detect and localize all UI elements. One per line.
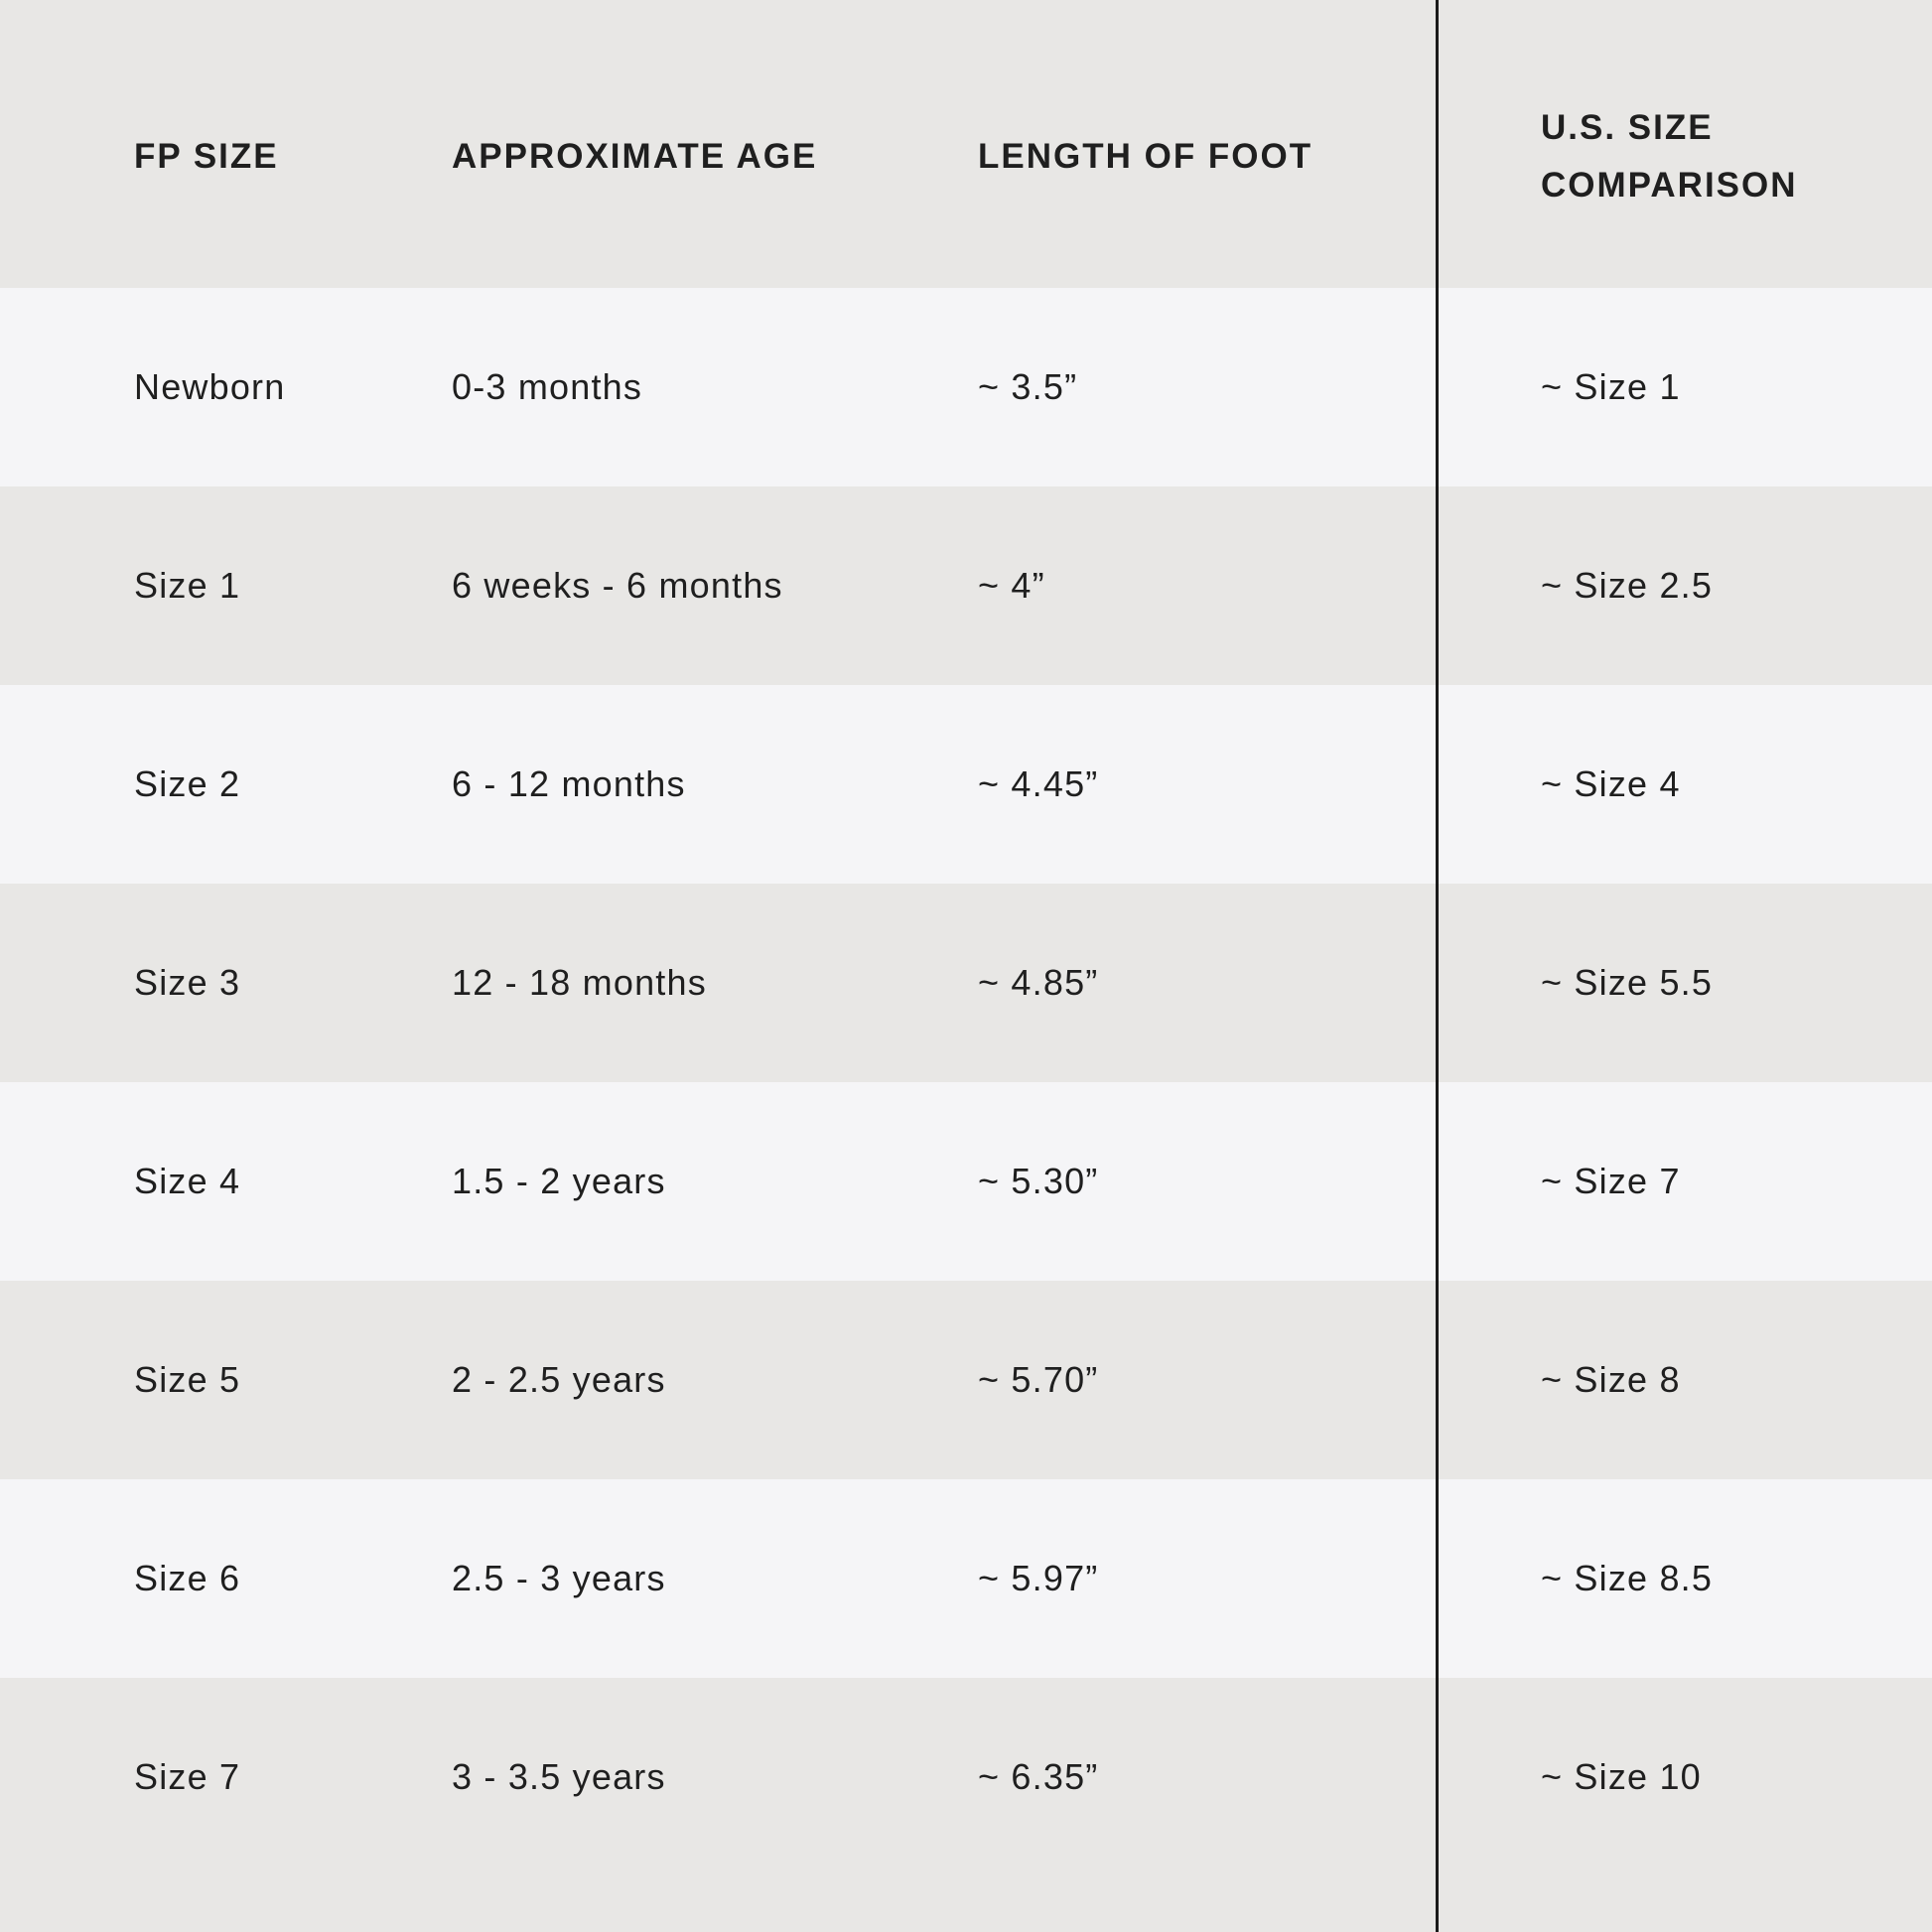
table-row: Newborn 0-3 months ~ 3.5” ~ Size 1	[0, 288, 1932, 486]
age-cell: 6 - 12 months	[452, 763, 686, 804]
us-size-cell: ~ Size 4	[1541, 763, 1681, 804]
column-header-fp-size: FP SIZE	[134, 137, 279, 177]
foot-length-cell: ~ 4.85”	[978, 962, 1099, 1003]
fp-size-cell: Newborn	[134, 366, 286, 407]
fp-size-cell: Size 2	[134, 763, 241, 804]
column-header-approximate-age: APPROXIMATE AGE	[452, 137, 818, 177]
age-cell: 1.5 - 2 years	[452, 1161, 666, 1201]
foot-length-cell: ~ 5.30”	[978, 1161, 1099, 1201]
us-size-cell: ~ Size 8	[1541, 1359, 1681, 1400]
age-cell: 3 - 3.5 years	[452, 1756, 666, 1797]
us-size-cell: ~ Size 8.5	[1541, 1558, 1714, 1598]
foot-length-cell: ~ 4.45”	[978, 763, 1099, 804]
us-size-cell: ~ Size 7	[1541, 1161, 1681, 1201]
table-row: Size 3 12 - 18 months ~ 4.85” ~ Size 5.5	[0, 884, 1932, 1082]
foot-length-cell: ~ 4”	[978, 565, 1045, 606]
fp-size-cell: Size 4	[134, 1161, 241, 1201]
fp-size-cell: Size 1	[134, 565, 241, 606]
fp-size-cell: Size 5	[134, 1359, 241, 1400]
table-row: Size 4 1.5 - 2 years ~ 5.30” ~ Size 7	[0, 1082, 1932, 1281]
foot-length-cell: ~ 3.5”	[978, 366, 1078, 407]
us-size-cell: ~ Size 5.5	[1541, 962, 1714, 1003]
us-size-cell: ~ Size 2.5	[1541, 565, 1714, 606]
fp-size-cell: Size 3	[134, 962, 241, 1003]
age-cell: 2 - 2.5 years	[452, 1359, 666, 1400]
foot-length-cell: ~ 5.70”	[978, 1359, 1099, 1400]
column-divider-line	[1436, 0, 1439, 1932]
age-cell: 2.5 - 3 years	[452, 1558, 666, 1598]
column-header-us-size-comparison: U.S. SIZE COMPARISON	[1541, 108, 1798, 205]
age-cell: 12 - 18 months	[452, 962, 707, 1003]
table-row: Size 5 2 - 2.5 years ~ 5.70” ~ Size 8	[0, 1281, 1932, 1479]
foot-length-cell: ~ 5.97”	[978, 1558, 1099, 1598]
us-size-cell: ~ Size 1	[1541, 366, 1681, 407]
age-cell: 0-3 months	[452, 366, 643, 407]
foot-length-cell: ~ 6.35”	[978, 1756, 1099, 1797]
column-header-length-of-foot: LENGTH OF FOOT	[978, 137, 1313, 177]
age-cell: 6 weeks - 6 months	[452, 565, 783, 606]
us-size-cell: ~ Size 10	[1541, 1756, 1702, 1797]
table-header-row: FP SIZE APPROXIMATE AGE LENGTH OF FOOT U…	[0, 0, 1932, 288]
fp-size-cell: Size 7	[134, 1756, 241, 1797]
table-row: Size 6 2.5 - 3 years ~ 5.97” ~ Size 8.5	[0, 1479, 1932, 1678]
table-row: Size 7 3 - 3.5 years ~ 6.35” ~ Size 10	[0, 1678, 1932, 1876]
fp-size-cell: Size 6	[134, 1558, 241, 1598]
table-row: Size 2 6 - 12 months ~ 4.45” ~ Size 4	[0, 685, 1932, 884]
table-row: Size 1 6 weeks - 6 months ~ 4” ~ Size 2.…	[0, 486, 1932, 685]
